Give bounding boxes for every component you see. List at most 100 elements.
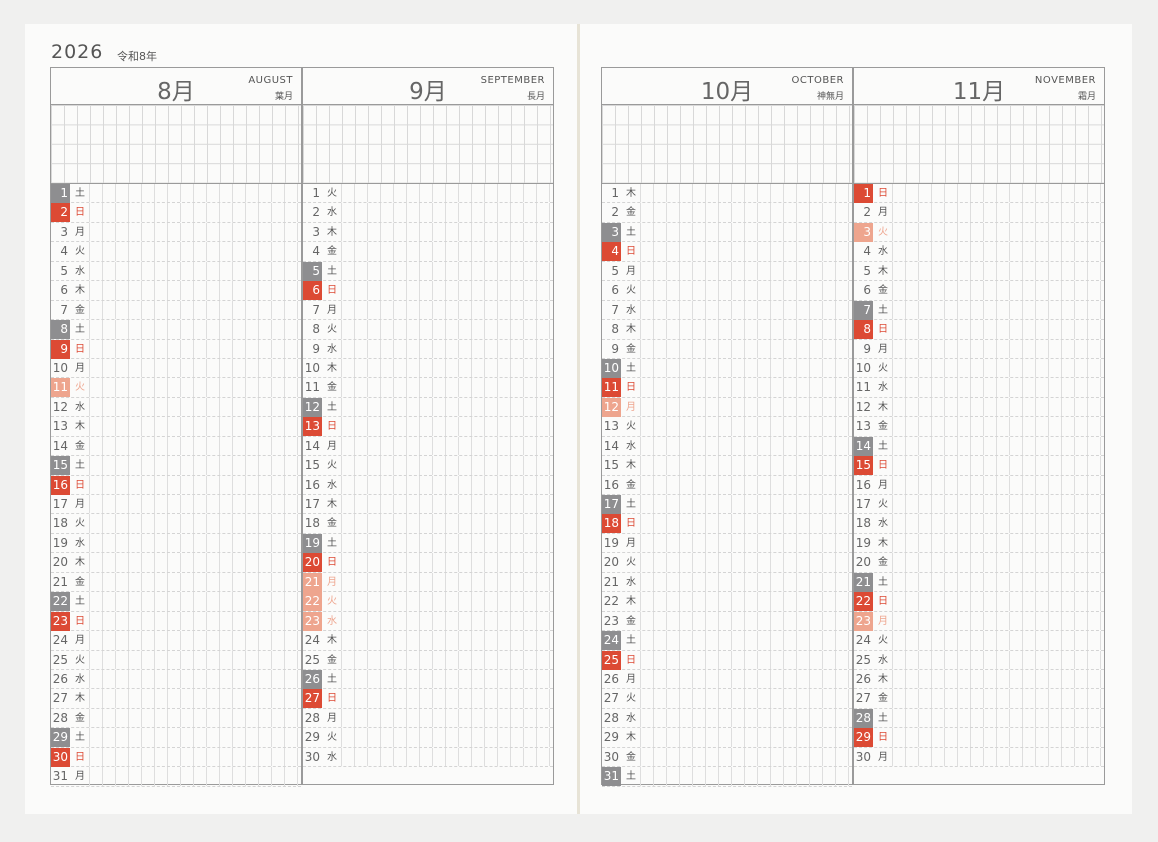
memo-grid[interactable] [854,105,1104,184]
day-writing-area[interactable] [341,669,553,689]
day-row[interactable]: 10 月 [51,358,301,379]
day-row[interactable]: 20 火 [602,553,852,573]
day-row[interactable]: 17 木 [303,495,553,515]
day-row[interactable]: 10 木 [303,358,553,379]
day-row[interactable]: 24 火 [854,631,1104,651]
day-writing-area[interactable] [640,708,852,728]
day-writing-area[interactable] [89,456,301,475]
day-writing-area[interactable] [892,747,1104,767]
day-row[interactable]: 10 火 [854,358,1104,379]
day-writing-area[interactable] [640,281,852,300]
day-writing-area[interactable] [89,669,301,689]
day-writing-area[interactable] [341,728,553,747]
day-writing-area[interactable] [341,203,553,222]
day-writing-area[interactable] [341,708,553,728]
day-writing-area[interactable] [341,456,553,475]
day-row[interactable]: 27 火 [602,689,852,709]
day-writing-area[interactable] [89,378,301,397]
day-writing-area[interactable] [640,378,852,397]
day-writing-area[interactable] [640,242,852,261]
day-writing-area[interactable] [89,417,301,436]
day-writing-area[interactable] [892,436,1104,456]
day-row[interactable]: 15 土 [51,456,301,476]
day-writing-area[interactable] [341,397,553,417]
day-row[interactable]: 17 火 [854,495,1104,515]
day-row[interactable]: 24 土 [602,631,852,651]
day-writing-area[interactable] [640,456,852,475]
day-writing-area[interactable] [89,339,301,358]
day-row[interactable]: 28 土 [854,708,1104,729]
day-row[interactable]: 25 金 [303,650,553,670]
day-writing-area[interactable] [341,300,553,320]
day-row[interactable]: 18 金 [303,514,553,534]
day-writing-area[interactable] [892,184,1104,203]
day-writing-area[interactable] [341,689,553,708]
day-writing-area[interactable] [892,378,1104,397]
day-row[interactable]: 13 金 [854,417,1104,437]
day-writing-area[interactable] [892,339,1104,358]
day-row[interactable]: 22 木 [602,592,852,612]
day-row[interactable]: 18 水 [854,514,1104,534]
day-row[interactable]: 16 金 [602,475,852,495]
day-writing-area[interactable] [640,631,852,650]
day-row[interactable]: 24 月 [51,631,301,651]
day-row[interactable]: 22 火 [303,592,553,612]
day-row[interactable]: 26 土 [303,669,553,690]
day-writing-area[interactable] [640,572,852,592]
day-row[interactable]: 19 土 [303,533,553,554]
day-row[interactable]: 23 金 [602,611,852,632]
day-row[interactable]: 11 金 [303,378,553,398]
day-writing-area[interactable] [341,747,553,767]
day-row[interactable]: 21 水 [602,572,852,593]
day-writing-area[interactable] [341,611,553,631]
day-writing-area[interactable] [892,533,1104,553]
day-writing-area[interactable] [341,184,553,203]
day-writing-area[interactable] [892,650,1104,669]
day-writing-area[interactable] [640,339,852,358]
day-row[interactable]: 14 月 [303,436,553,457]
day-row[interactable]: 23 月 [854,611,1104,632]
day-writing-area[interactable] [89,397,301,417]
day-row[interactable]: 17 土 [602,495,852,515]
day-writing-area[interactable] [89,611,301,631]
day-row[interactable]: 20 日 [303,553,553,573]
day-row[interactable]: 28 水 [602,708,852,729]
day-row[interactable]: 19 月 [602,533,852,554]
day-writing-area[interactable] [892,261,1104,281]
day-row[interactable]: 18 日 [602,514,852,534]
day-writing-area[interactable] [89,767,301,786]
day-writing-area[interactable] [640,475,852,494]
day-row[interactable]: 24 木 [303,631,553,651]
day-writing-area[interactable] [640,728,852,747]
day-writing-area[interactable] [892,553,1104,572]
day-writing-area[interactable] [341,475,553,494]
day-writing-area[interactable] [89,475,301,494]
day-writing-area[interactable] [89,631,301,650]
day-writing-area[interactable] [892,495,1104,514]
day-row[interactable]: 30 金 [602,747,852,768]
day-writing-area[interactable] [892,728,1104,747]
day-writing-area[interactable] [892,222,1104,242]
day-row[interactable]: 22 土 [51,592,301,612]
day-writing-area[interactable] [640,767,852,786]
day-writing-area[interactable] [892,358,1104,378]
day-writing-area[interactable] [341,378,553,397]
day-row[interactable]: 29 火 [303,728,553,748]
